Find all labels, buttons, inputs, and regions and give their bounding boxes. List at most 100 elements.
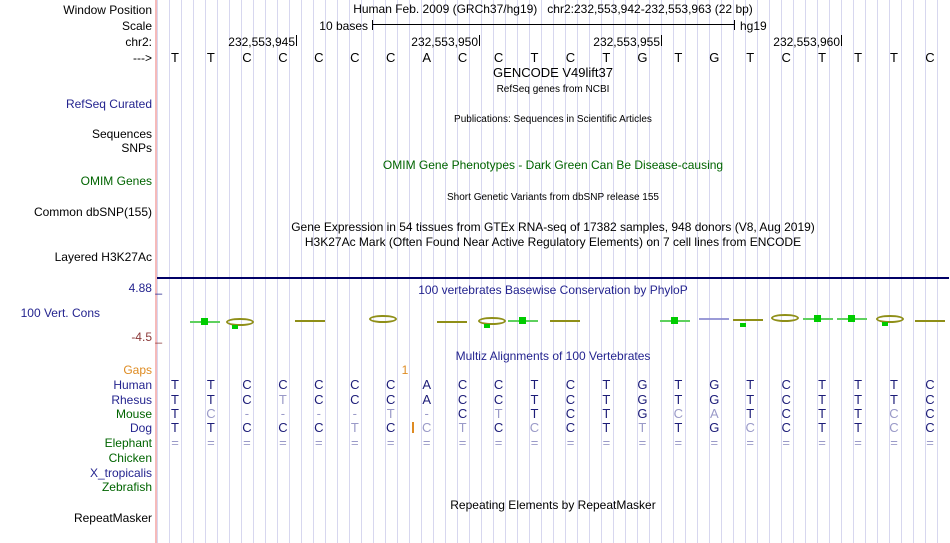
align-base: T [350, 420, 359, 435]
align-base: C [781, 406, 791, 421]
align-base: C [314, 420, 324, 435]
track-label-snps[interactable]: SNPs [121, 141, 152, 155]
species-label-chicken[interactable]: Chicken [108, 451, 152, 465]
species-label-dog[interactable]: Dog [129, 421, 152, 435]
align-base: T [746, 406, 755, 421]
phylop-glyph [876, 315, 904, 323]
align-base: T [602, 377, 611, 392]
chrom-label: chr2: [125, 35, 152, 49]
omim-track-title[interactable]: OMIM Gene Phenotypes - Dark Green Can Be… [382, 158, 724, 172]
align-base: C [242, 392, 252, 407]
align-base: C [565, 392, 576, 407]
phylop-glyph [671, 317, 678, 324]
align-base: = [926, 435, 934, 450]
species-label-mouse[interactable]: Mouse [115, 407, 152, 421]
track-label-vert-cons[interactable]: 100 Vert. Cons [20, 306, 100, 320]
align-base: C [350, 377, 360, 392]
h3k27ac-track-title[interactable]: H3K27Ac Mark (Often Found Near Active Re… [304, 235, 802, 249]
align-base: C [278, 377, 288, 392]
align-base: - [424, 406, 429, 421]
align-base: = [818, 435, 826, 450]
align-base: G [637, 377, 648, 392]
align-base: G [637, 406, 648, 421]
align-base: C [493, 377, 504, 392]
species-label-elephant[interactable]: Elephant [104, 436, 152, 450]
phylop-mark [660, 315, 690, 327]
phylop-mark [875, 313, 905, 326]
species-label-x_tropicalis[interactable]: X_tropicalis [89, 466, 152, 480]
phylop-mark [837, 313, 867, 325]
phylop-mark [803, 313, 833, 325]
dbsnp-track-title[interactable]: Short Genetic Variants from dbSNP releas… [447, 192, 659, 203]
ruler-label: 232,553,955 [593, 35, 660, 49]
ruler-tick [661, 35, 662, 46]
align-base: T [746, 392, 755, 407]
align-base: C [457, 377, 468, 392]
phylop-mark [437, 316, 467, 328]
align-base: G [637, 392, 648, 407]
gencode-track-title[interactable]: GENCODE V49lift37 [493, 65, 613, 80]
phylop-glyph [740, 323, 746, 327]
align-base: C [493, 420, 504, 435]
align-base: C [565, 406, 576, 421]
align-base: T [890, 392, 898, 407]
align-base: C [529, 420, 540, 435]
window-position-label: Window Position [63, 3, 152, 17]
align-base: T [674, 377, 683, 392]
species-label-rhesus[interactable]: Rhesus [111, 393, 152, 407]
sequence-base: C [278, 50, 288, 65]
align-base: C [385, 377, 396, 392]
align-base: = [530, 435, 539, 450]
species-label-gaps[interactable]: Gaps [123, 363, 152, 377]
track-label-layered-h3k27ac[interactable]: Layered H3K27Ac [54, 250, 152, 264]
gtex-track-title[interactable]: Gene Expression in 54 tissues from GTEx … [291, 220, 815, 234]
species-label-human[interactable]: Human [113, 378, 152, 392]
ruler-tick [479, 35, 480, 46]
align-base: A [422, 377, 432, 392]
phylop-mark [508, 315, 538, 327]
publications-track-title[interactable]: Publications: Sequences in Scientific Ar… [454, 114, 652, 125]
sequence-base: T [206, 50, 215, 65]
conservation-min-value: -4.5 _ [131, 330, 162, 344]
align-base: C [457, 392, 468, 407]
align-base: = [315, 435, 323, 450]
align-base: C [493, 392, 504, 407]
align-base: T [854, 406, 863, 421]
sequence-base: C [242, 50, 252, 65]
align-base: T [890, 377, 898, 392]
align-base: = [638, 435, 647, 450]
sequence-base: C [493, 50, 504, 65]
conservation-track-title[interactable]: 100 vertebrates Basewise Conservation by… [418, 283, 688, 297]
species-label-zebrafish[interactable]: Zebrafish [101, 480, 152, 494]
ruler-label: 232,553,945 [228, 35, 295, 49]
track-label-refseq-curated[interactable]: RefSeq Curated [65, 97, 152, 111]
track-label-common-dbsnp[interactable]: Common dbSNP(155) [33, 205, 152, 219]
align-base: C [925, 420, 935, 435]
phylop-mark [699, 313, 729, 325]
phylop-glyph [478, 317, 506, 325]
conservation-max-value: 4.88 _ [128, 281, 162, 295]
phylop-glyph [915, 320, 945, 322]
track-label-sequences[interactable]: Sequences [91, 127, 152, 141]
align-base: T [171, 392, 179, 407]
align-base: C [889, 420, 899, 435]
phylop-glyph [232, 325, 238, 329]
conservation-track-border [157, 277, 949, 279]
strand-arrow[interactable]: ---> [133, 51, 152, 65]
phylop-glyph [882, 322, 888, 326]
align-base: C [350, 392, 360, 407]
align-base: G [709, 377, 720, 392]
align-base: C [242, 420, 252, 435]
track-label-omim-genes[interactable]: OMIM Genes [80, 174, 152, 188]
align-base: C [781, 420, 791, 435]
align-base: T [746, 377, 755, 392]
insertion-marker [412, 422, 414, 433]
phylop-mark [295, 315, 325, 327]
multiz-track-title[interactable]: Multiz Alignments of 100 Vertebrates [455, 349, 651, 363]
align-base: C [421, 420, 432, 435]
repeatmasker-track-title[interactable]: Repeating Elements by RepeatMasker [450, 498, 656, 512]
refseq-track-title[interactable]: RefSeq genes from NCBI [496, 84, 610, 95]
track-label-repeatmasker[interactable]: RepeatMasker [73, 511, 152, 525]
sequence-base: T [171, 50, 179, 65]
